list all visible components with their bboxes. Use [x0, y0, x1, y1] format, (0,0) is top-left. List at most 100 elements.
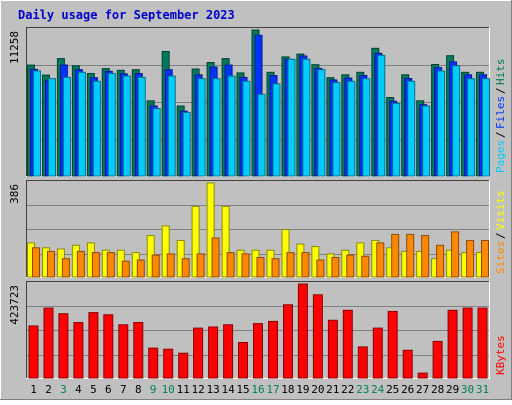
bar-pages-day-26: [407, 80, 416, 177]
bar-kbytes-day-26: [402, 349, 413, 379]
bar-kbytes-day-10: [163, 348, 174, 379]
bar-pages-day-30: [467, 78, 476, 177]
bar-sites-day-29: [451, 231, 460, 278]
bar-sites-day-30: [466, 240, 475, 278]
bar-pages-day-27: [422, 105, 431, 177]
day-label-28: 28: [431, 383, 444, 396]
bar-pages-day-13: [212, 78, 221, 177]
bar-kbytes-day-3: [58, 313, 69, 379]
bar-sites-day-25: [391, 233, 400, 278]
bar-kbytes-day-29: [447, 309, 458, 379]
bar-pages-day-1: [33, 70, 41, 177]
bar-sites-day-21: [331, 257, 340, 278]
legend-item-visits: Visits: [494, 190, 507, 230]
bar-kbytes-day-13: [208, 326, 219, 379]
bar-pages-day-17: [272, 83, 281, 177]
day-label-12: 12: [191, 383, 204, 396]
day-label-22: 22: [341, 383, 354, 396]
bar-pages-day-6: [107, 73, 116, 177]
bar-pages-day-7: [122, 75, 131, 177]
bar-pages-day-11: [182, 112, 191, 177]
bar-pages-day-4: [77, 71, 86, 177]
bar-kbytes-day-17: [268, 320, 278, 379]
bar-sites-day-18: [286, 252, 295, 278]
bar-pages-day-31: [482, 78, 490, 177]
bar-pages-day-19: [302, 58, 311, 177]
day-label-2: 2: [45, 383, 52, 396]
bar-kbytes-day-16: [253, 323, 263, 379]
day-label-15: 15: [236, 383, 249, 396]
bar-pages-day-12: [197, 78, 206, 177]
bar-visits-day-10: [161, 225, 170, 278]
bar-kbytes-day-24: [372, 327, 383, 379]
day-label-5: 5: [90, 383, 97, 396]
bar-sites-day-20: [316, 259, 325, 278]
panel-top: 11258: [8, 27, 490, 177]
bar-sites-day-26: [406, 233, 415, 278]
y-max-label-bot: 423723: [8, 285, 21, 325]
day-label-6: 6: [105, 383, 112, 396]
day-label-19: 19: [296, 383, 309, 396]
day-label-14: 14: [221, 383, 235, 396]
bar-sites-day-23: [361, 255, 370, 278]
bar-kbytes-day-25: [387, 310, 398, 379]
bar-pages-day-24: [377, 54, 386, 177]
day-label-9: 9: [150, 383, 157, 396]
bar-kbytes-day-4: [73, 322, 84, 379]
day-label-25: 25: [386, 383, 399, 396]
bar-sites-day-7: [121, 260, 130, 278]
bar-sites-day-10: [166, 253, 175, 278]
legend-item-kbytes: KBytes: [494, 335, 507, 375]
series-kbytes: [28, 283, 488, 379]
bar-sites-day-11: [181, 258, 190, 278]
day-label-24: 24: [371, 383, 385, 396]
bar-kbytes-day-19: [297, 283, 308, 379]
bar-sites-day-2: [47, 250, 55, 278]
legend-bot: KBytes: [494, 335, 507, 375]
bar-pages-day-21: [332, 82, 341, 177]
legend-mid: Sites / Visits: [494, 190, 507, 274]
bar-pages-day-16: [257, 93, 266, 177]
bar-kbytes-day-8: [133, 322, 144, 379]
bar-kbytes-day-27: [417, 372, 428, 379]
bar-pages-day-14: [227, 75, 236, 177]
legend-item-sites: Sites: [494, 241, 507, 274]
bar-sites-day-19: [301, 252, 310, 278]
bar-sites-day-28: [436, 244, 445, 278]
series-sites: [32, 231, 489, 278]
day-label-31: 31: [476, 383, 489, 396]
bar-sites-day-1: [32, 247, 40, 278]
bar-kbytes-day-6: [103, 314, 114, 379]
bar-sites-day-14: [226, 252, 235, 278]
bar-sites-day-6: [106, 252, 115, 278]
chart-title: Daily usage for September 2023: [18, 8, 235, 22]
bar-kbytes-day-22: [342, 309, 353, 379]
bar-visits-day-13: [206, 182, 215, 278]
panel-mid: 386: [8, 180, 490, 278]
panel-bot: 423723: [8, 281, 490, 379]
day-label-27: 27: [416, 383, 429, 396]
bar-sites-day-4: [76, 250, 85, 278]
day-label-1: 1: [30, 383, 37, 396]
day-label-7: 7: [120, 383, 127, 396]
bar-kbytes-day-28: [432, 340, 443, 379]
bar-sites-day-5: [91, 252, 100, 278]
bar-kbytes-day-15: [238, 342, 248, 379]
day-label-10: 10: [162, 383, 175, 396]
day-label-17: 17: [266, 383, 279, 396]
bar-pages-day-9: [152, 108, 161, 177]
bar-kbytes-day-31: [477, 307, 488, 379]
bar-kbytes-day-30: [462, 307, 473, 379]
bar-sites-day-27: [421, 235, 430, 278]
bar-sites-day-16: [256, 257, 265, 278]
bar-pages-day-8: [137, 76, 146, 177]
bar-kbytes-day-9: [148, 347, 159, 379]
day-label-23: 23: [356, 383, 369, 396]
legend-item-files: Files: [494, 96, 507, 129]
bar-pages-day-3: [62, 76, 71, 177]
bar-sites-day-3: [61, 258, 70, 278]
day-label-18: 18: [281, 383, 294, 396]
legend-separator: /: [494, 131, 507, 138]
bar-kbytes-day-14: [223, 324, 234, 379]
